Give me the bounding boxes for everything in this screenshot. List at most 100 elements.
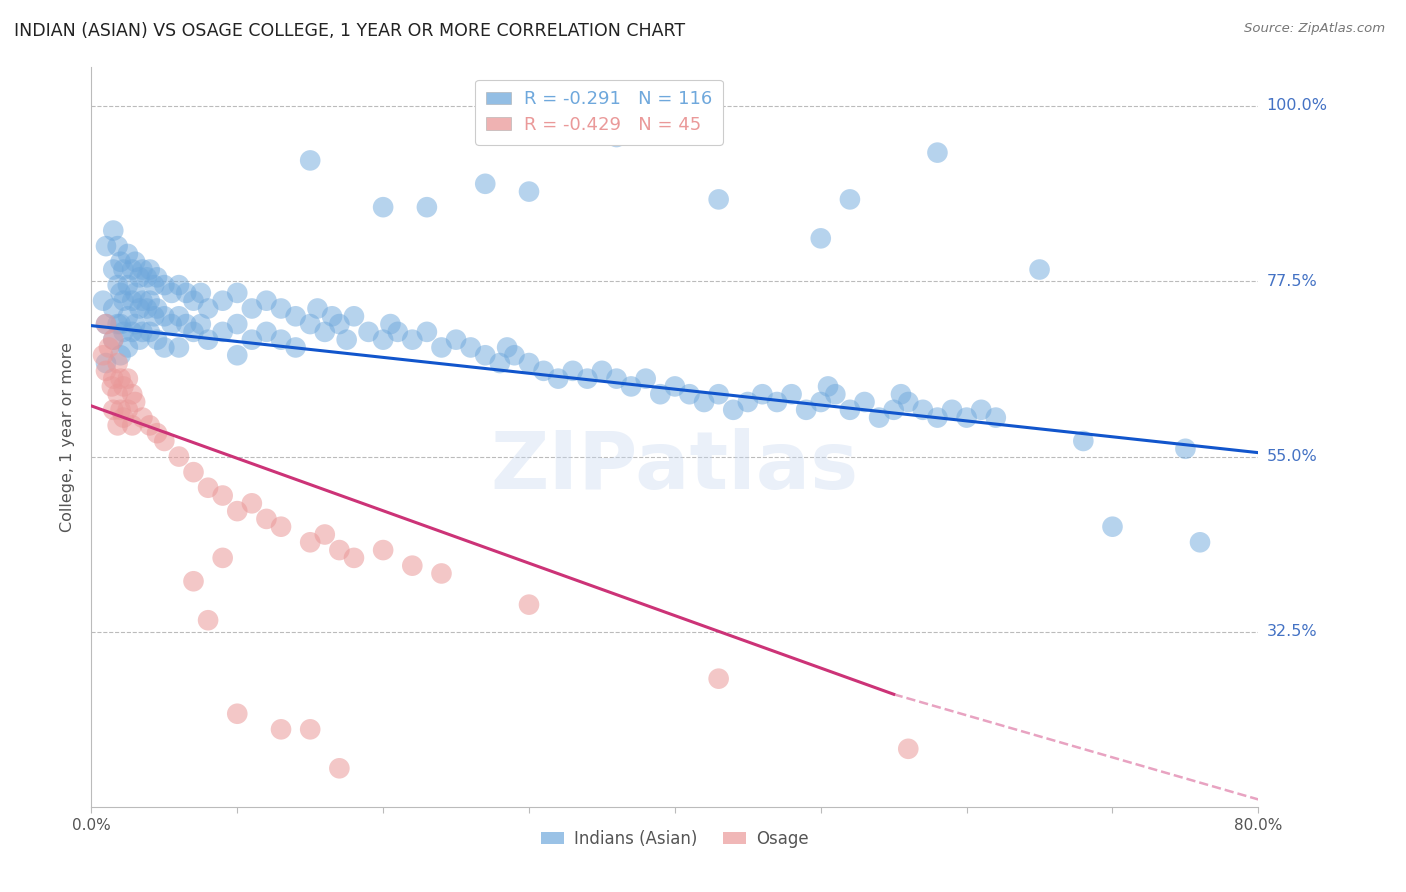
Point [810,231,832,245]
Point [121,325,143,339]
Point [270,333,292,347]
Point [430,566,453,581]
Point [240,496,263,510]
Point [226,504,249,518]
Point [124,254,146,268]
Text: 32.5%: 32.5% [1267,624,1317,640]
Point [1073,434,1095,448]
Point [299,535,322,549]
Point [868,410,890,425]
Y-axis label: College, 1 year or more: College, 1 year or more [60,343,76,532]
Point [167,310,190,324]
Point [94,364,117,378]
Point [371,200,394,214]
Point [131,262,153,277]
Point [817,379,839,393]
Point [576,371,599,385]
Point [357,325,380,339]
Point [110,254,132,268]
Point [336,333,359,347]
Point [517,598,540,612]
Point [138,325,162,339]
Point [211,489,233,503]
Point [94,239,117,253]
Point [838,402,860,417]
Point [226,348,249,362]
Point [956,410,979,425]
Point [131,293,153,308]
Point [117,247,139,261]
Point [328,543,350,558]
Point [211,293,233,308]
Point [197,613,219,627]
Point [153,434,176,448]
Point [460,341,482,355]
Point [197,301,219,316]
Point [474,348,496,362]
Point [146,333,169,347]
Point [737,395,759,409]
Point [121,262,143,277]
Point [634,106,657,120]
Point [254,325,277,339]
Point [270,519,292,533]
Point [299,153,322,168]
Point [110,371,132,385]
Point [117,371,139,385]
Point [517,356,540,370]
Point [160,285,183,300]
Point [240,333,263,347]
Point [307,301,329,316]
Point [107,278,129,293]
Point [110,402,132,417]
Point [138,293,162,308]
Point [678,387,700,401]
Point [634,371,657,385]
Point [591,364,613,378]
Point [112,410,135,425]
Point [135,301,157,316]
Point [91,348,114,362]
Text: ZIPatlas: ZIPatlas [491,427,859,506]
Point [121,293,143,308]
Point [533,364,555,378]
Point [183,574,205,589]
Point [328,761,350,775]
Point [183,325,205,339]
Point [135,270,157,285]
Point [270,301,292,316]
Point [183,293,205,308]
Point [103,402,125,417]
Point [226,285,249,300]
Point [927,145,949,160]
Point [824,387,846,401]
Point [112,293,135,308]
Point [284,310,307,324]
Point [650,387,672,401]
Point [751,387,773,401]
Point [605,130,627,145]
Point [94,356,117,370]
Point [810,395,832,409]
Point [489,356,512,370]
Point [124,395,146,409]
Point [107,317,129,331]
Point [160,317,183,331]
Point [138,418,162,433]
Point [343,310,366,324]
Point [174,285,197,300]
Point [138,262,162,277]
Point [517,185,540,199]
Point [167,341,190,355]
Point [693,395,716,409]
Point [131,325,153,339]
Point [897,395,920,409]
Point [605,371,627,385]
Point [984,410,1007,425]
Point [387,325,409,339]
Point [1028,262,1050,277]
Point [117,278,139,293]
Point [103,223,125,237]
Point [110,317,132,331]
Point [121,418,143,433]
